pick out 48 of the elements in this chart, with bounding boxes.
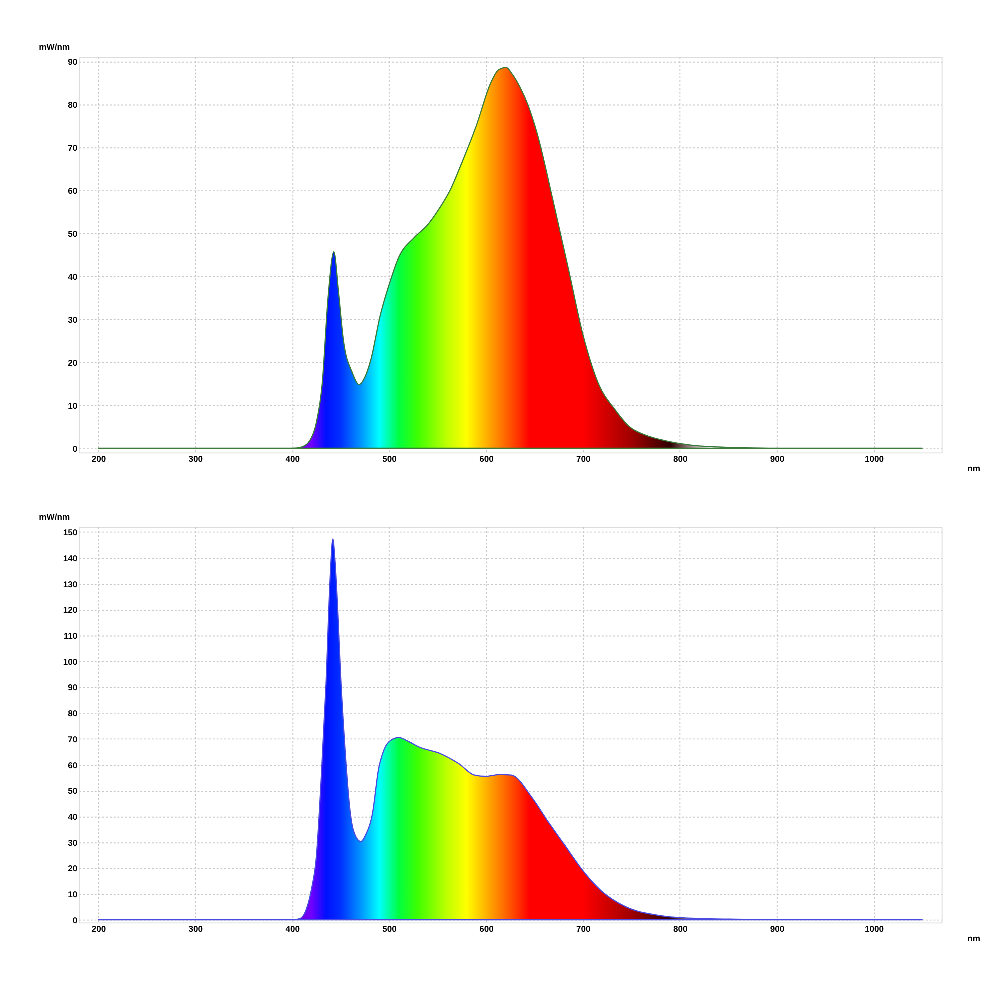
y-tick-label: 90	[68, 56, 78, 67]
y-tick-label: 90	[68, 682, 78, 693]
x-tick-label: 800	[673, 454, 688, 464]
y-tick-label: 60	[68, 760, 78, 770]
x-tick-label: 300	[188, 454, 204, 464]
y-tick-label: 70	[68, 734, 78, 744]
y-tick-label: 20	[68, 864, 78, 874]
y-tick-label: 130	[63, 579, 78, 590]
x-tick-label: 600	[480, 924, 494, 934]
y-tick-label: 10	[68, 890, 78, 900]
x-tick-label: 700	[576, 454, 592, 464]
y-tick-label: 50	[68, 228, 78, 239]
y-tick-label: 80	[68, 708, 78, 719]
y-axis-title: mW/nm	[39, 512, 70, 522]
y-tick-label: 140	[63, 553, 78, 564]
x-tick-label: 1000	[864, 454, 884, 464]
x-tick-label: 1000	[864, 924, 884, 934]
y-axis-title: mW/nm	[39, 42, 70, 52]
y-tick-label: 60	[68, 186, 78, 196]
x-tick-label: 400	[286, 454, 300, 464]
x-tick-label: 200	[92, 924, 106, 934]
x-tick-label: 700	[576, 924, 592, 934]
x-tick-label: 500	[382, 454, 398, 464]
y-tick-label: 150	[63, 528, 78, 538]
x-tick-label: 500	[382, 924, 398, 934]
x-tick-label: 300	[188, 924, 204, 934]
y-tick-label: 30	[68, 314, 78, 325]
y-tick-label: 80	[68, 100, 78, 110]
y-tick-label: 0	[72, 444, 78, 454]
x-tick-label: 600	[480, 454, 494, 464]
y-tick-label: 40	[68, 272, 78, 282]
y-tick-label: 40	[68, 812, 78, 822]
x-tick-label: 900	[770, 454, 785, 464]
x-tick-label: 900	[770, 924, 785, 934]
y-tick-label: 110	[64, 631, 78, 642]
x-tick-label: 200	[92, 454, 106, 464]
y-tick-label: 100	[63, 656, 78, 667]
x-tick-label: 800	[673, 924, 688, 934]
y-tick-label: 50	[68, 786, 78, 796]
y-tick-label: 120	[63, 605, 78, 616]
y-tick-label: 10	[68, 400, 78, 411]
y-tick-label: 70	[68, 142, 78, 153]
y-tick-label: 0	[72, 915, 78, 926]
y-tick-label: 30	[68, 838, 78, 848]
x-axis-title: nm	[968, 933, 981, 944]
y-tick-label: 20	[68, 358, 78, 368]
x-axis-title: nm	[968, 463, 981, 474]
x-tick-label: 400	[286, 924, 300, 934]
